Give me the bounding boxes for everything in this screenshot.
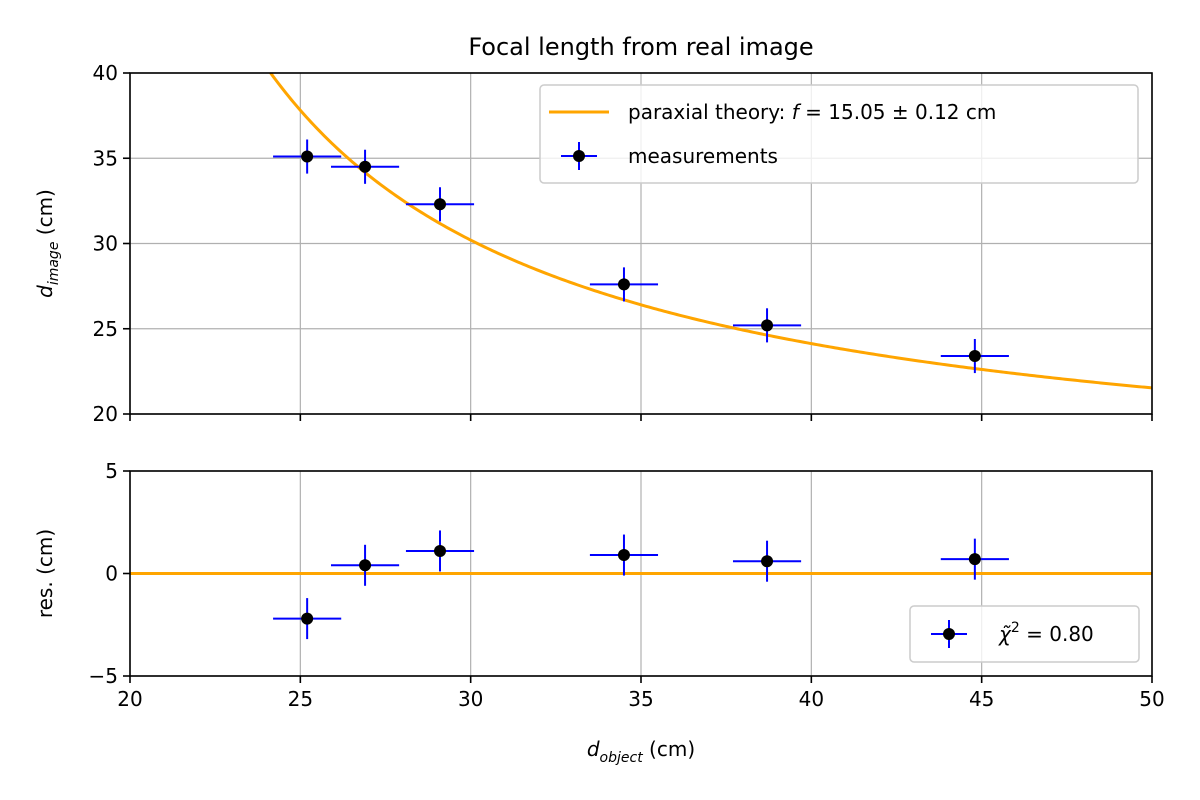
legend-label-chi2: χ̃2 = 0.80 (998, 620, 1094, 646)
data-point (968, 553, 981, 566)
x-tick-label: 50 (1139, 687, 1164, 711)
data-point (617, 278, 630, 291)
legend-frame (909, 605, 1140, 663)
x-tick-label: 30 (458, 687, 483, 711)
y-tick-label: 20 (93, 402, 118, 426)
top-panel: 20 25 30 35 40 Focal length from real image di… (33, 33, 1153, 426)
legend-label-theory: paraxial theory: f = 15.05 ± 0.12 cm (628, 100, 996, 124)
data-point (761, 319, 774, 332)
chart-title: Focal length from real image (468, 33, 813, 61)
data-point (359, 160, 372, 173)
y-tick-label: 40 (93, 61, 118, 85)
legend: χ̃2 = 0.80 (909, 605, 1140, 663)
x-tick-label: 45 (969, 687, 994, 711)
x-axis-label: dobject (cm) (587, 737, 695, 766)
data-point (434, 544, 447, 557)
x-tick-label: 25 (288, 687, 313, 711)
data-point (359, 559, 372, 572)
data-point (301, 612, 314, 625)
x-tick-label: 40 (799, 687, 824, 711)
data-point (761, 555, 774, 568)
plot-area (130, 530, 1152, 640)
data-point (617, 549, 630, 562)
data-point (434, 198, 447, 211)
plot-area (268, 73, 1152, 390)
y-axis-label: res. (cm) (33, 529, 57, 618)
y-tick-label: 5 (105, 459, 118, 483)
legend: paraxial theory: f = 15.05 ± 0.12 cm meas… (539, 84, 1139, 184)
x-tick-label: 20 (117, 687, 142, 711)
data-point (301, 150, 314, 163)
data-point (968, 350, 981, 363)
y-tick-label: 0 (105, 562, 118, 586)
theory-curve (268, 73, 1152, 390)
legend-marker (573, 150, 585, 162)
legend-marker (943, 628, 955, 640)
y-tick-label: 30 (93, 232, 118, 256)
legend-frame (539, 84, 1139, 184)
y-tick-label: 35 (93, 146, 118, 170)
bottom-panel: 20 25 30 35 40 45 50 −5 0 5 res. (cm) dobject (cm) χ… (33, 459, 1165, 766)
y-tick-label: 25 (93, 317, 118, 341)
x-tick-label: 35 (628, 687, 653, 711)
legend-label-measurements: measurements (628, 144, 778, 168)
y-tick-label: −5 (89, 664, 118, 688)
y-axis-label: dimage (cm) (33, 189, 62, 298)
